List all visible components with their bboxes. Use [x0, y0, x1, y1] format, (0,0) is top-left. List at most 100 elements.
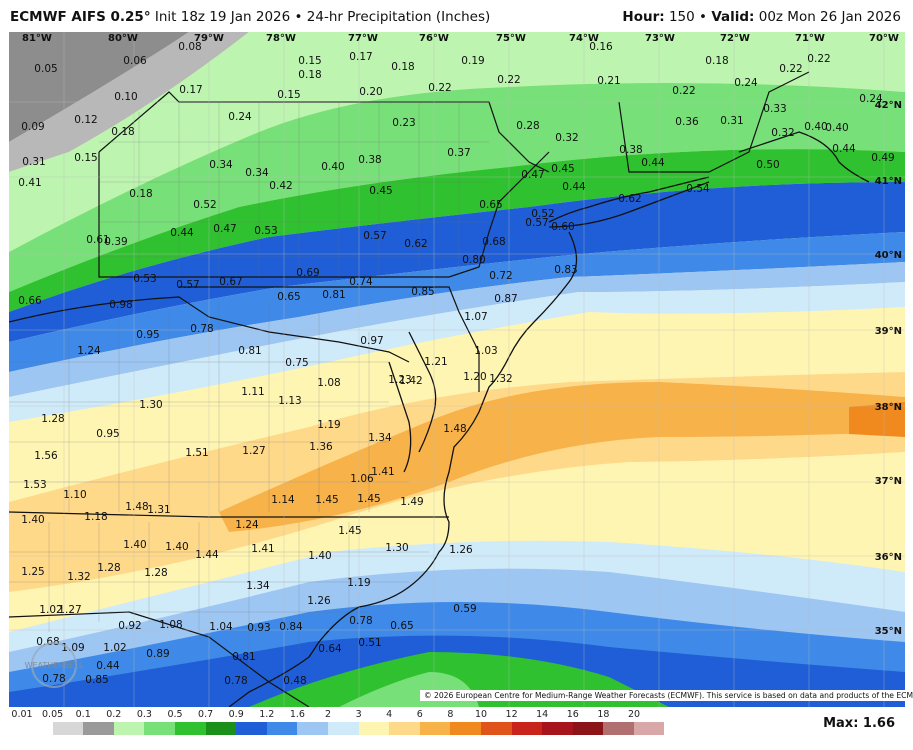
legend-swatch [450, 722, 481, 735]
legend-label: 6 [416, 709, 423, 720]
precip-value: 1.49 [400, 496, 423, 508]
legend-label: 20 [627, 709, 641, 720]
precip-value: 1.19 [347, 577, 370, 589]
band-dark-gray [9, 32, 189, 142]
precipitation-map[interactable]: 81°W 80°W 79°W 78°W 77°W 76°W 75°W 74°W 73°W 72°W… [9, 32, 905, 707]
precip-value: 0.08 [178, 41, 201, 53]
precip-value: 1.34 [368, 432, 392, 444]
precip-value: 0.81 [232, 651, 255, 663]
precip-value: 0.67 [219, 276, 242, 288]
precip-value: 0.81 [322, 289, 345, 301]
precip-value: 0.53 [133, 273, 156, 285]
legend-label: 16 [566, 709, 579, 720]
precip-value: 1.20 [463, 371, 486, 383]
precip-value-labels: 0.05 0.06 0.08 0.10 0.15 0.18 0.17 0.18 0.19 0.16… [18, 41, 894, 687]
precip-value: 0.68 [482, 236, 505, 248]
precip-value: 0.80 [462, 254, 485, 266]
precip-value: 0.28 [516, 120, 539, 132]
precip-value: 0.34 [245, 167, 269, 179]
legend-swatch [419, 722, 451, 735]
legend-swatch [52, 722, 84, 735]
precip-value: 0.47 [521, 169, 544, 181]
legend-swatch [633, 722, 665, 735]
precip-value: 1.21 [424, 356, 447, 368]
precip-value: 0.18 [391, 61, 414, 73]
legend-swatch [113, 722, 145, 735]
precip-value: 1.06 [350, 473, 374, 485]
latitude-label: 36°N [875, 552, 902, 563]
legend-swatch [511, 722, 543, 735]
precip-value: 0.81 [238, 345, 261, 357]
lat-lon-grid [9, 32, 905, 707]
longitude-label: 80°W [108, 33, 138, 44]
precip-value: 0.68 [36, 636, 59, 648]
precip-value: 1.11 [241, 386, 264, 398]
precip-value: 1.28 [41, 413, 64, 425]
longitude-label: 75°W [496, 33, 526, 44]
precip-value: 0.05 [34, 63, 57, 75]
precip-value: 0.24 [228, 111, 252, 123]
precip-value: 1.25 [21, 566, 44, 578]
longitude-label: 71°W [795, 33, 825, 44]
precip-value: 0.22 [428, 82, 451, 94]
precip-value: 0.39 [104, 236, 127, 248]
longitude-label: 73°W [645, 33, 675, 44]
precip-value: 0.21 [597, 75, 620, 87]
precip-value: 0.52 [531, 208, 554, 220]
legend-label: 0.7 [198, 709, 214, 720]
precip-value: 1.34 [246, 580, 270, 592]
latitude-label: 40°N [875, 250, 902, 261]
precip-value: 1.24 [235, 519, 259, 531]
legend-labels: 0.01 0.05 0.1 0.2 0.3 0.5 0.7 0.9 1.2 1.6 2 3 4 6 8 10 1… [11, 709, 662, 721]
precip-value: 0.65 [479, 199, 502, 211]
band-green [9, 83, 905, 292]
precip-value: 1.27 [58, 604, 81, 616]
precip-value: 1.40 [308, 550, 331, 562]
precip-value: 0.57 [176, 279, 199, 291]
precip-value: 0.60 [551, 221, 574, 233]
legend-label: 1.6 [289, 709, 305, 720]
precip-value: 0.32 [555, 132, 578, 144]
precip-value: 0.18 [298, 69, 321, 81]
precip-value: 1.51 [185, 447, 208, 459]
legend-label: 10 [474, 709, 488, 720]
legend-swatch [389, 722, 420, 735]
precip-value: 0.69 [296, 267, 319, 279]
band-deep-orange [849, 402, 905, 437]
precip-value: 1.27 [242, 445, 265, 457]
precip-value: 0.44 [96, 660, 120, 672]
forecast-hour: 150 [668, 9, 695, 25]
precip-value: 1.03 [474, 345, 497, 357]
precip-value: 1.45 [315, 494, 338, 506]
longitude-label: 81°W [22, 33, 52, 44]
precip-value: 0.22 [497, 74, 520, 86]
precip-value: 1.31 [147, 504, 170, 516]
latitude-label: 37°N [875, 476, 902, 487]
legend-label: 0.5 [167, 709, 183, 720]
precip-value: 1.26 [307, 595, 331, 607]
precip-value: 0.16 [589, 41, 613, 53]
precip-value: 0.78 [349, 615, 372, 627]
precip-value: 1.45 [338, 525, 361, 537]
max-value: 1.66 [862, 716, 895, 731]
legend-label: 14 [536, 709, 549, 720]
precip-value: 1.56 [34, 450, 58, 462]
legend-swatch [205, 722, 237, 735]
latitude-label: 42°N [875, 100, 902, 111]
precip-value: 1.36 [309, 441, 333, 453]
model-name: ECMWF AIFS 0.25 [10, 9, 144, 25]
precip-value: 0.84 [279, 621, 303, 633]
precip-value: 1.48 [443, 423, 466, 435]
precip-value: 0.98 [109, 299, 132, 311]
precip-value: 0.53 [254, 225, 277, 237]
precip-value: 1.32 [489, 373, 512, 385]
precip-value: 1.02 [39, 604, 62, 616]
precip-value: 0.59 [453, 603, 476, 615]
precip-value: 1.41 [371, 466, 394, 478]
precip-value: 0.17 [349, 51, 372, 63]
precip-value: 0.65 [277, 291, 300, 303]
legend-label: 0.9 [228, 709, 244, 720]
legend-swatch [174, 722, 206, 735]
precip-value: 1.14 [271, 494, 295, 506]
precip-value: 0.61 [86, 234, 109, 246]
